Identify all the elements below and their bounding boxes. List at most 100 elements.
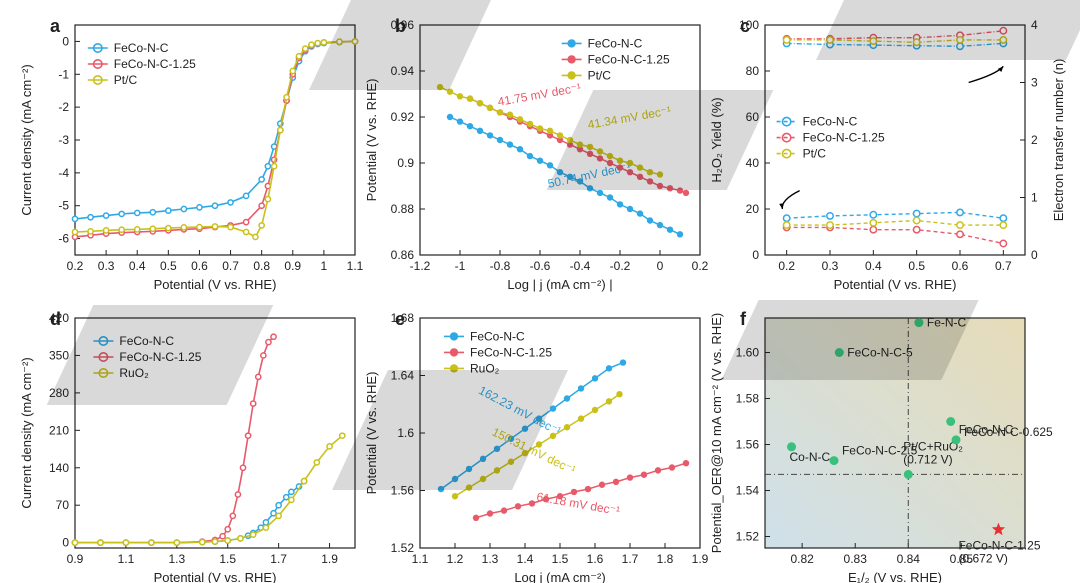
svg-text:FeCo-N-C-0.625: FeCo-N-C-0.625 xyxy=(964,425,1053,439)
svg-text:1.8: 1.8 xyxy=(657,552,674,566)
svg-text:Current density (mA cm⁻²): Current density (mA cm⁻²) xyxy=(19,64,34,215)
svg-text:-1: -1 xyxy=(58,67,69,81)
svg-text:-5: -5 xyxy=(58,199,69,213)
svg-text:Potential_OER@10 mA cm⁻² (V vs: Potential_OER@10 mA cm⁻² (V vs. RHE) xyxy=(709,313,724,553)
svg-text:0.82: 0.82 xyxy=(790,552,814,566)
svg-text:FeCo-N-C: FeCo-N-C xyxy=(114,41,169,55)
svg-text:1.68: 1.68 xyxy=(391,311,415,325)
svg-text:0.4: 0.4 xyxy=(129,259,146,273)
svg-text:0.84: 0.84 xyxy=(897,552,921,566)
svg-text:-2: -2 xyxy=(58,100,69,114)
svg-text:0: 0 xyxy=(1031,248,1038,262)
watermark xyxy=(721,300,978,380)
svg-text:1.52: 1.52 xyxy=(391,541,415,555)
svg-text:41.75 mV dec⁻¹: 41.75 mV dec⁻¹ xyxy=(497,80,583,108)
svg-text:Pt/C: Pt/C xyxy=(114,73,138,87)
svg-text:1.3: 1.3 xyxy=(482,552,499,566)
svg-text:Electron transfer number (n): Electron transfer number (n) xyxy=(1051,59,1066,222)
svg-text:Potential (V vs. RHE): Potential (V vs. RHE) xyxy=(834,277,957,292)
svg-text:-0.6: -0.6 xyxy=(530,259,551,273)
svg-text:70: 70 xyxy=(56,498,70,512)
svg-text:FeCo-N-C: FeCo-N-C xyxy=(470,329,525,343)
svg-text:1.5: 1.5 xyxy=(552,552,569,566)
svg-text:Current density (mA cm⁻²): Current density (mA cm⁻²) xyxy=(19,357,34,508)
svg-text:0.2: 0.2 xyxy=(67,259,84,273)
svg-text:1.1: 1.1 xyxy=(347,259,364,273)
svg-text:20: 20 xyxy=(746,202,760,216)
svg-text:40: 40 xyxy=(746,156,760,170)
svg-text:Log j (mA cm⁻²): Log j (mA cm⁻²) xyxy=(514,570,605,583)
svg-text:1.3: 1.3 xyxy=(168,552,185,566)
svg-text:1.9: 1.9 xyxy=(321,552,338,566)
svg-text:-6: -6 xyxy=(58,232,69,246)
panel-a: 0.20.30.40.50.60.70.80.911.1-6-5-4-3-2-1… xyxy=(19,25,364,292)
svg-text:80: 80 xyxy=(746,64,760,78)
svg-text:Pt/C: Pt/C xyxy=(803,147,827,161)
svg-text:1.6: 1.6 xyxy=(587,552,604,566)
svg-text:61.18 mV dec⁻¹: 61.18 mV dec⁻¹ xyxy=(535,490,621,518)
svg-text:1.1: 1.1 xyxy=(412,552,429,566)
svg-text:Potential (V vs. RHE): Potential (V vs. RHE) xyxy=(154,277,277,292)
svg-text:E₁/₂ (V vs. RHE): E₁/₂ (V vs. RHE) xyxy=(848,570,942,583)
svg-text:0: 0 xyxy=(62,34,69,48)
svg-text:Co-N-C: Co-N-C xyxy=(790,450,831,464)
main-svg: abcdef0.20.30.40.50.60.70.80.911.1-6-5-4… xyxy=(0,0,1080,583)
svg-text:0: 0 xyxy=(657,259,664,273)
svg-text:1.1: 1.1 xyxy=(118,552,135,566)
svg-text:-4: -4 xyxy=(58,166,69,180)
svg-text:1.7: 1.7 xyxy=(270,552,287,566)
svg-text:1.56: 1.56 xyxy=(736,438,760,452)
svg-text:0.7: 0.7 xyxy=(222,259,239,273)
watermark xyxy=(816,0,1080,60)
svg-text:1.9: 1.9 xyxy=(692,552,709,566)
figure: abcdef0.20.30.40.50.60.70.80.911.1-6-5-4… xyxy=(0,0,1080,583)
svg-text:0.7: 0.7 xyxy=(995,259,1012,273)
svg-text:0.3: 0.3 xyxy=(98,259,115,273)
svg-text:a: a xyxy=(50,16,61,36)
svg-text:0.5: 0.5 xyxy=(908,259,925,273)
svg-text:0.88: 0.88 xyxy=(391,202,415,216)
svg-text:1.5: 1.5 xyxy=(219,552,236,566)
svg-text:FeCo-N-C-1.25: FeCo-N-C-1.25 xyxy=(470,345,552,359)
svg-text:0.9: 0.9 xyxy=(67,552,84,566)
svg-text:FeCo-N-C-1.25: FeCo-N-C-1.25 xyxy=(803,131,885,145)
svg-text:-0.4: -0.4 xyxy=(570,259,591,273)
svg-text:0.6: 0.6 xyxy=(191,259,208,273)
svg-text:0.4: 0.4 xyxy=(865,259,882,273)
svg-text:0.2: 0.2 xyxy=(778,259,795,273)
svg-text:0.6: 0.6 xyxy=(952,259,969,273)
svg-text:0.5: 0.5 xyxy=(160,259,177,273)
svg-text:Potential (V vs. RHE): Potential (V vs. RHE) xyxy=(154,570,277,583)
svg-text:FeCo-N-C: FeCo-N-C xyxy=(588,36,643,50)
svg-text:0: 0 xyxy=(752,248,759,262)
svg-text:-3: -3 xyxy=(58,133,69,147)
svg-text:-0.2: -0.2 xyxy=(610,259,631,273)
svg-text:Pt/C: Pt/C xyxy=(588,68,612,82)
svg-text:1.7: 1.7 xyxy=(622,552,639,566)
svg-text:420: 420 xyxy=(49,311,69,325)
svg-text:1: 1 xyxy=(1031,191,1038,205)
svg-text:1.52: 1.52 xyxy=(736,530,760,544)
svg-text:0.9: 0.9 xyxy=(397,156,414,170)
svg-text:1.54: 1.54 xyxy=(736,484,760,498)
svg-text:3: 3 xyxy=(1031,76,1038,90)
svg-text:1.2: 1.2 xyxy=(447,552,464,566)
svg-text:1.58: 1.58 xyxy=(736,392,760,406)
svg-text:-1: -1 xyxy=(455,259,466,273)
svg-text:0.3: 0.3 xyxy=(822,259,839,273)
svg-text:140: 140 xyxy=(49,461,69,475)
svg-text:0.86: 0.86 xyxy=(391,248,415,262)
svg-text:(0.712 V): (0.712 V) xyxy=(903,452,952,466)
svg-text:Log | j (mA cm⁻²) |: Log | j (mA cm⁻²) | xyxy=(507,277,612,292)
svg-text:0.9: 0.9 xyxy=(284,259,301,273)
svg-text:-0.8: -0.8 xyxy=(490,259,511,273)
svg-text:0.83: 0.83 xyxy=(844,552,868,566)
svg-text:FeCo-N-C: FeCo-N-C xyxy=(803,115,858,129)
svg-text:0.2: 0.2 xyxy=(692,259,709,273)
svg-text:FeCo-N-C-1.25: FeCo-N-C-1.25 xyxy=(588,52,670,66)
svg-text:FeCo-N-C-1.25: FeCo-N-C-1.25 xyxy=(114,57,196,71)
svg-text:1: 1 xyxy=(321,259,328,273)
svg-text:2: 2 xyxy=(1031,133,1038,147)
svg-text:210: 210 xyxy=(49,423,69,437)
svg-text:Potential (V vs. RHE): Potential (V vs. RHE) xyxy=(364,79,379,202)
